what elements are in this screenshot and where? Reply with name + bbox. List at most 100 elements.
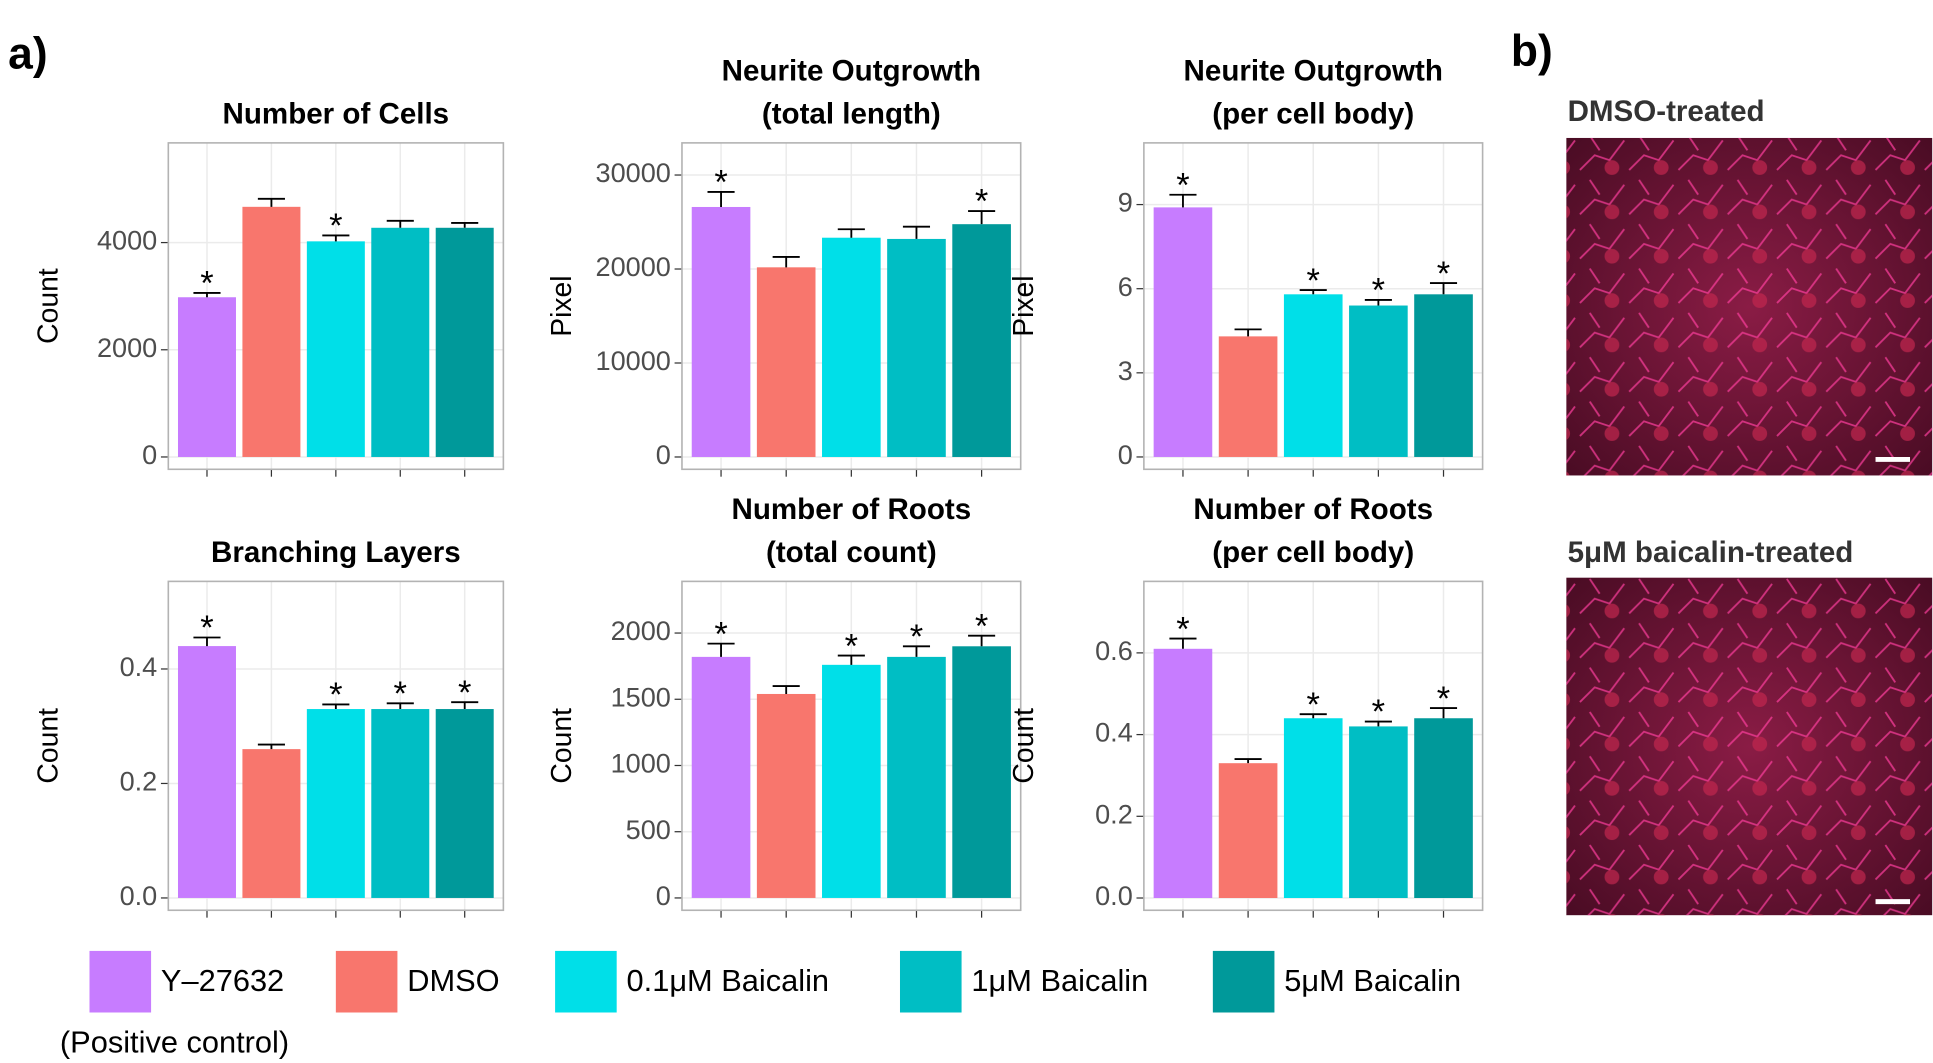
bar	[822, 665, 881, 898]
panel-label: b)	[1511, 27, 1553, 76]
y-tick-label: 20000	[596, 251, 671, 282]
legend-note: (Positive control)	[60, 1025, 289, 1060]
y-axis-label: Pixel	[546, 275, 578, 336]
chart-title: Neurite Outgrowth	[1184, 54, 1443, 87]
legend-label: 5μM Baicalin	[1284, 963, 1461, 998]
bar	[757, 694, 816, 898]
bar	[952, 224, 1011, 457]
bar	[242, 749, 300, 898]
y-tick-label: 0.4	[120, 651, 158, 682]
bar	[757, 267, 816, 457]
bar	[307, 709, 365, 898]
significance-mark: *	[910, 618, 923, 656]
significance-mark: *	[1307, 262, 1320, 300]
significance-mark: *	[1176, 610, 1189, 648]
figure: a) b) DMSO-treated 5μM baicalin-treated …	[0, 0, 1933, 1063]
bar	[178, 646, 236, 898]
bar	[887, 657, 946, 898]
significance-mark: *	[1372, 272, 1385, 310]
y-axis-label: Pixel	[1008, 275, 1040, 336]
significance-mark: *	[714, 164, 727, 202]
y-tick-label: 500	[626, 814, 671, 845]
bar	[436, 228, 494, 457]
bar	[822, 238, 881, 457]
significance-mark: *	[714, 615, 727, 653]
bar	[436, 709, 494, 898]
image-label: DMSO-treated	[1568, 95, 1765, 128]
chart-title: Number of Roots	[1193, 493, 1433, 526]
chart-title: (per cell body)	[1212, 98, 1414, 131]
y-tick-label: 0.0	[1095, 880, 1133, 911]
y-tick-label: 1000	[611, 748, 671, 779]
y-tick-label: 10000	[596, 345, 671, 376]
image-label: 5μM baicalin-treated	[1568, 536, 1854, 569]
significance-mark: *	[1437, 680, 1450, 718]
bar	[692, 207, 751, 457]
significance-mark: *	[458, 674, 471, 712]
bar	[1219, 336, 1278, 457]
chart-title: (total count)	[766, 536, 937, 569]
bar	[371, 228, 429, 457]
y-axis-label: Count	[546, 708, 578, 784]
bar	[887, 239, 946, 457]
legend-swatch	[555, 951, 617, 1013]
y-tick-label: 0	[142, 439, 157, 470]
bar	[952, 646, 1011, 898]
bar	[1414, 294, 1473, 457]
y-axis-label: Count	[1008, 708, 1040, 784]
significance-mark: *	[975, 183, 988, 221]
y-tick-label: 1500	[611, 681, 671, 712]
y-tick-label: 0.4	[1095, 717, 1133, 748]
panel-label: a)	[8, 29, 47, 78]
bar	[1154, 207, 1213, 457]
bar	[692, 657, 751, 898]
bar	[242, 207, 300, 457]
legend-swatch	[336, 951, 398, 1013]
significance-mark: *	[1307, 686, 1320, 724]
y-axis-label: Count	[33, 268, 65, 344]
y-axis-label: Count	[33, 708, 65, 784]
bar	[371, 709, 429, 898]
y-tick-label: 0.2	[1095, 798, 1133, 829]
y-tick-label: 0.6	[1095, 635, 1133, 666]
significance-mark: *	[975, 607, 988, 645]
chart-title: Neurite Outgrowth	[722, 54, 981, 87]
legend-label: Y–27632	[161, 963, 284, 998]
bar	[307, 241, 365, 457]
y-tick-label: 0	[656, 439, 671, 470]
micrograph-texture	[1566, 578, 1932, 915]
chart-title: (per cell body)	[1212, 536, 1414, 569]
micrograph-texture	[1566, 138, 1932, 475]
legend-swatch	[1213, 951, 1275, 1013]
significance-mark: *	[200, 265, 213, 303]
bar	[1284, 294, 1343, 457]
significance-mark: *	[329, 207, 342, 245]
y-tick-label: 0.2	[120, 766, 158, 797]
y-tick-label: 0.0	[120, 880, 158, 911]
y-tick-label: 2000	[97, 332, 157, 363]
y-tick-label: 3	[1118, 355, 1133, 386]
y-tick-label: 6	[1118, 271, 1133, 302]
y-tick-label: 30000	[596, 157, 671, 188]
chart-title: Branching Layers	[211, 536, 461, 569]
chart-title: Number of Cells	[223, 98, 450, 131]
legend-label: DMSO	[407, 963, 499, 998]
y-tick-label: 2000	[611, 615, 671, 646]
bar	[1154, 649, 1213, 898]
legend-label: 0.1μM Baicalin	[627, 963, 830, 998]
significance-mark: *	[200, 609, 213, 647]
chart-title: Number of Roots	[732, 493, 972, 526]
significance-mark: *	[845, 627, 858, 665]
bar	[1414, 718, 1473, 898]
significance-mark: *	[394, 675, 407, 713]
bar	[1284, 718, 1343, 898]
bar	[178, 297, 236, 457]
significance-mark: *	[1176, 166, 1189, 204]
legend-label: 1μM Baicalin	[971, 963, 1148, 998]
significance-mark: *	[1437, 255, 1450, 293]
bar	[1349, 306, 1408, 457]
y-tick-label: 4000	[97, 225, 157, 256]
chart-title: (total length)	[762, 98, 941, 131]
bar	[1219, 763, 1278, 898]
legend-swatch	[900, 951, 962, 1013]
